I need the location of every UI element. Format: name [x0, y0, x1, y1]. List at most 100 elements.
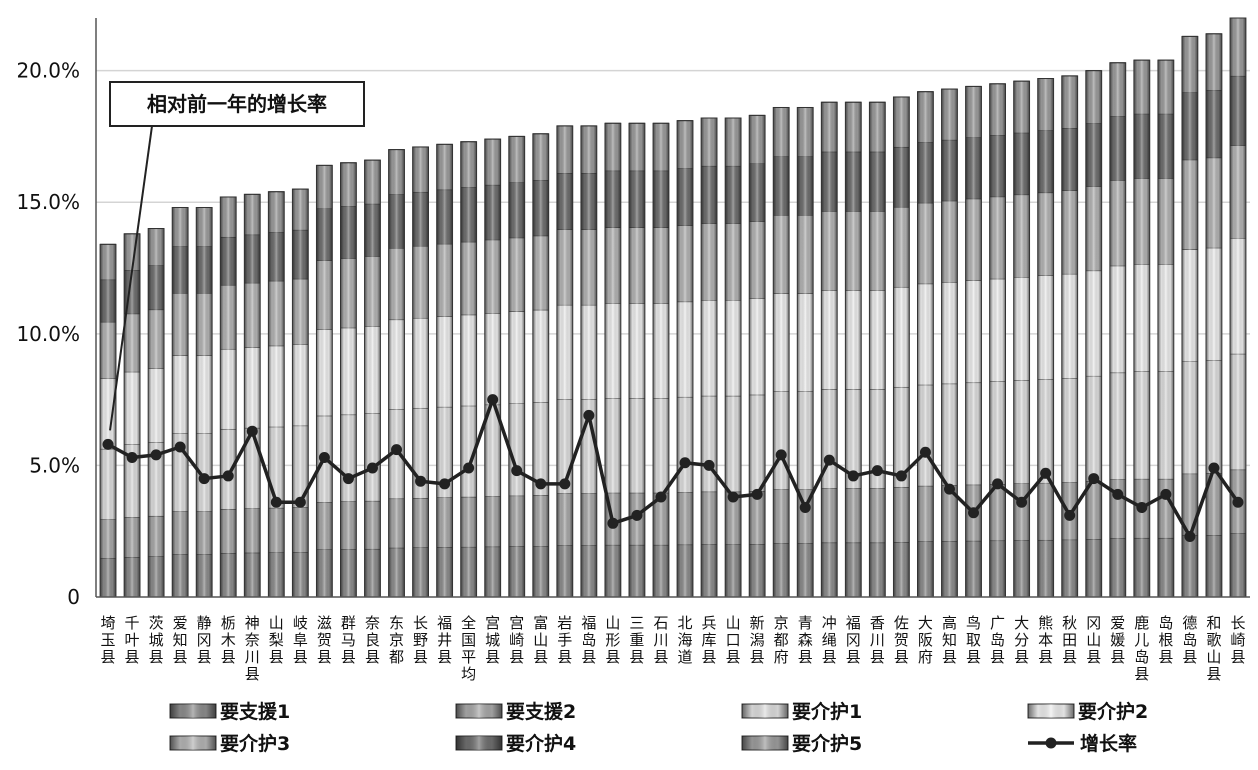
growth-rate-point: [631, 509, 643, 521]
legend-label: 要支援2: [506, 700, 576, 723]
category-label: 岐阜县: [293, 614, 308, 666]
category-char: 县: [149, 648, 164, 666]
category-char: 县: [485, 648, 500, 666]
category-char: 城: [149, 631, 164, 649]
category-char: 栃: [221, 614, 236, 632]
category-char: 县: [942, 648, 957, 666]
bar-stack: [171, 206, 189, 598]
growth-rate-line: [102, 394, 1244, 542]
category-char: 县: [581, 648, 596, 666]
category-char: 县: [870, 648, 885, 666]
bar-stack: [340, 162, 357, 598]
bar-stack: [748, 114, 766, 598]
category-char: 宫: [509, 614, 524, 632]
bar-stack: [556, 125, 574, 598]
bar-stack: [676, 120, 694, 598]
category-char: 阜: [293, 631, 308, 649]
legend-swatch-shade: [170, 704, 216, 718]
bar-stack: [436, 143, 454, 598]
category-char: 县: [101, 648, 116, 666]
bar-stack: [147, 228, 165, 598]
category-label: 爱知县: [173, 614, 188, 666]
category-label: 佐贺县: [894, 614, 909, 666]
category-label: 大阪府: [918, 614, 933, 666]
category-char: 县: [221, 648, 236, 666]
legend-line-marker: [1045, 737, 1057, 749]
bar-outline: [580, 125, 598, 598]
category-label: 山形县: [605, 614, 620, 666]
bar-outline: [724, 117, 742, 598]
category-char: 马: [341, 631, 356, 649]
category-label: 北海道: [678, 614, 693, 666]
category-label: 栃木县: [221, 614, 236, 666]
category-char: 国: [461, 631, 476, 649]
category-label: 冈山县: [1086, 614, 1101, 666]
category-char: 广: [990, 614, 1005, 632]
gridlines: [96, 69, 1250, 467]
growth-rate-point: [511, 465, 523, 477]
category-char: 岩: [557, 614, 572, 632]
category-char: 媛: [1110, 631, 1125, 649]
bar-stack: [989, 83, 1006, 598]
bar-stack: [1109, 62, 1127, 598]
y-tick-label: 5.0%: [29, 453, 80, 477]
growth-rate-point: [1136, 502, 1148, 514]
growth-rate-point: [366, 462, 378, 474]
category-char: 知: [942, 631, 957, 649]
bar-stack: [1133, 59, 1151, 598]
category-char: 崎: [509, 631, 524, 649]
category-char: 县: [966, 648, 981, 666]
bar-outline: [532, 133, 550, 598]
category-char: 县: [750, 648, 765, 666]
bar-outline: [195, 206, 213, 598]
category-char: 福: [437, 614, 452, 632]
bar-stack: [195, 206, 213, 598]
y-tick-label: 15.0%: [16, 190, 80, 214]
category-char: 县: [629, 648, 644, 666]
bar-outline: [171, 206, 189, 598]
growth-rate-point: [415, 475, 427, 487]
bar-stack: [267, 191, 285, 598]
bar-outline: [484, 138, 502, 598]
category-char: 京: [774, 614, 789, 632]
growth-rate-point: [968, 507, 980, 519]
category-char: 县: [1014, 648, 1029, 666]
legend-item: 要支援1: [169, 700, 290, 723]
growth-rate-point: [919, 446, 931, 458]
bar-outline: [1037, 78, 1055, 598]
growth-rate-point: [1160, 488, 1172, 500]
category-char: 埼: [101, 614, 116, 632]
bar-stack: [868, 101, 886, 598]
x-axis-categories: 埼玉县千叶县茨城县爱知县静冈县栃木县神奈川县山梨县岐阜县滋贺县群马县奈良县东京都…: [101, 614, 1246, 683]
bar-stack: [941, 88, 958, 598]
growth-rate-point: [679, 457, 691, 469]
category-label: 千叶县: [125, 614, 140, 666]
category-label: 青森县: [798, 614, 813, 666]
category-char: 兵: [702, 614, 717, 632]
bar-outline: [340, 162, 357, 598]
growth-rate-point: [1040, 467, 1052, 479]
category-char: 县: [1134, 665, 1149, 683]
bar-outline: [123, 233, 141, 598]
axes: [95, 18, 1250, 598]
category-char: 贺: [894, 631, 909, 649]
growth-rate-point: [1208, 462, 1220, 474]
category-char: 都: [389, 648, 404, 666]
y-tick-label: 10.0%: [16, 322, 80, 346]
growth-rate-point: [391, 444, 403, 456]
category-label: 福岛县: [581, 614, 596, 666]
category-label: 秋田县: [1062, 614, 1077, 666]
category-char: 山: [726, 614, 741, 632]
bar-stack: [917, 91, 934, 598]
bar-outline: [436, 143, 454, 598]
bar-outline: [412, 146, 429, 598]
category-char: 形: [605, 631, 620, 649]
category-char: 县: [317, 648, 332, 666]
growth-rate-point: [871, 465, 883, 477]
category-char: 冲: [822, 614, 837, 632]
bar-stack: [219, 196, 237, 598]
bar-stack: [1205, 33, 1223, 598]
bar-outline: [315, 164, 333, 598]
category-char: 海: [678, 631, 693, 649]
